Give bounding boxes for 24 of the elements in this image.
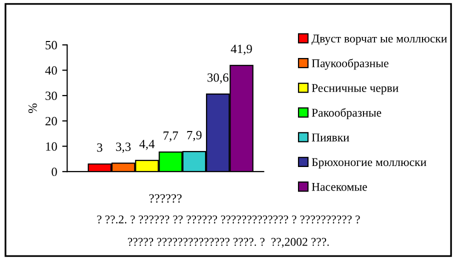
legend-label: Брюхоногие моллюски [312, 158, 426, 169]
data-label: 4,4 [139, 140, 155, 150]
legend-label: Насекомые [312, 183, 367, 191]
text: ????? ?????????????? ????. ? ??,2002 ???. [128, 238, 329, 248]
y-tick-label: 30 [46, 92, 57, 100]
y-tick-label: 20 [46, 116, 57, 126]
x-axis-title: ?????? [149, 194, 182, 203]
y-tick-label: 50 [46, 40, 57, 50]
legend-label: Пиявки [312, 134, 350, 142]
data-label: 30,6 [208, 73, 228, 84]
y-tick-label: 10 [46, 142, 57, 151]
y-axis-title: % [28, 103, 37, 114]
data-label: 3 [97, 143, 102, 152]
y-tick-label: 0 [52, 168, 57, 176]
data-label: 3,3 [116, 142, 131, 153]
text: ? ??.2. ? ?????? ?? ?????? ????????????? ? ?????????? ? [97, 215, 360, 224]
data-label: 7,7 [164, 132, 178, 142]
y-tick-label: 40 [45, 66, 57, 75]
data-label: 7,9 [187, 130, 202, 142]
legend-label: Паукообразные [312, 58, 388, 70]
data-label: 41,9 [230, 44, 252, 55]
legend-label: Двуст ворчат ые моллюски [312, 34, 447, 45]
legend-label: Ракообразные [312, 108, 382, 120]
legend-label: Ресничные черви [312, 84, 398, 94]
